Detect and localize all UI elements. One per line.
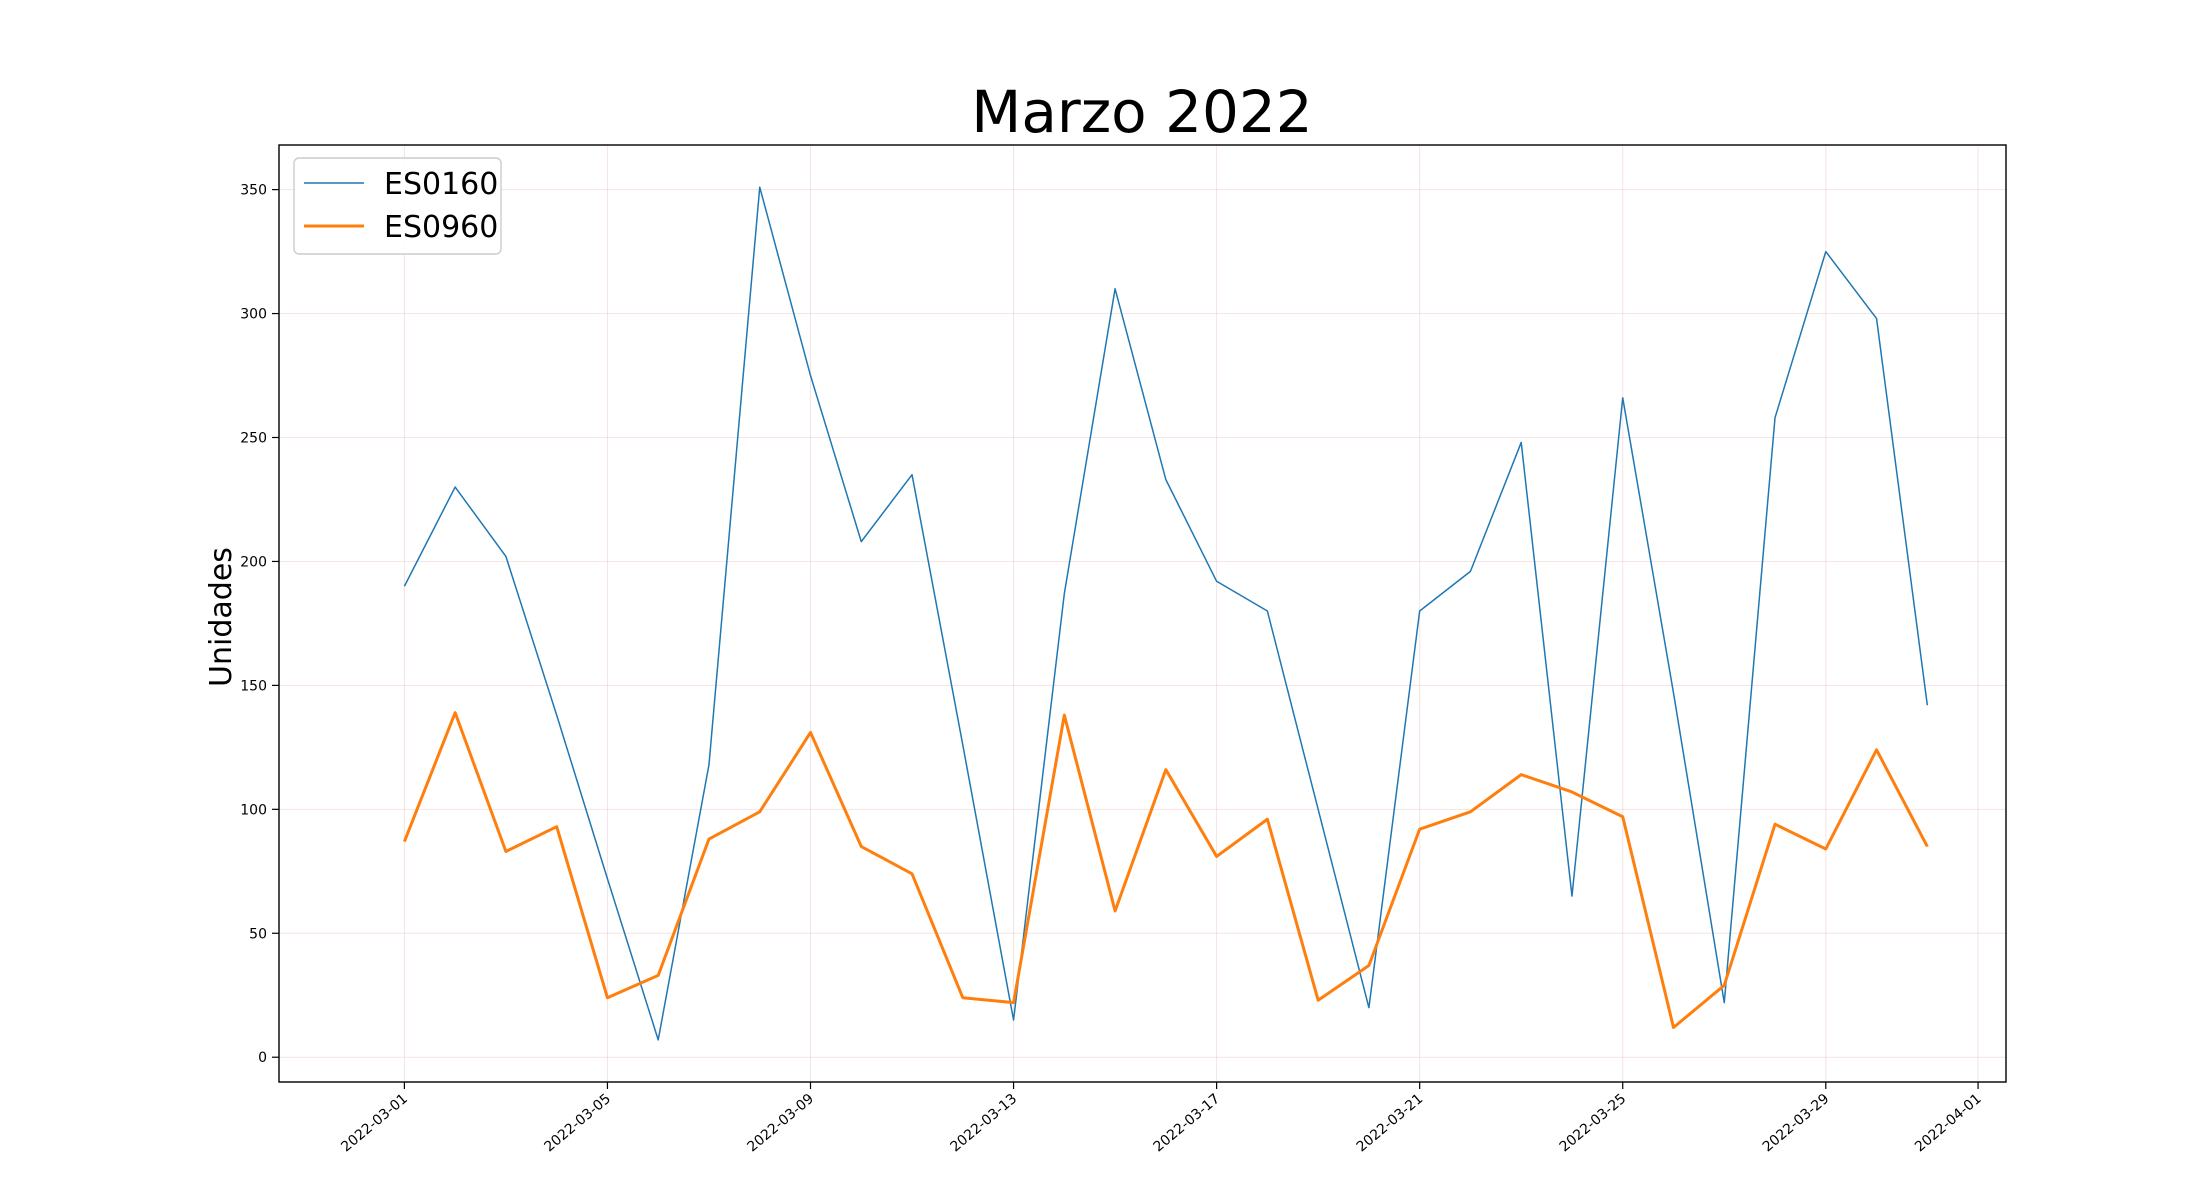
y-tick-label: 50 bbox=[249, 926, 267, 942]
y-tick-label: 150 bbox=[240, 678, 267, 694]
legend-box bbox=[293, 157, 502, 255]
y-tick-label: 250 bbox=[240, 431, 267, 447]
y-axis: 0 50 100 150 200 250 300 350 bbox=[240, 183, 279, 1066]
x-tick-label: 2022-04-01 bbox=[1912, 1091, 1985, 1156]
y-tick-label: 100 bbox=[240, 802, 267, 818]
y-axis-label: Unidades bbox=[204, 547, 239, 687]
chart-title: Marzo 2022 bbox=[971, 78, 1312, 146]
series-lines bbox=[402, 186, 1929, 1041]
plot-area-frame bbox=[278, 144, 2007, 1083]
legend-label-es0960: ES0960 bbox=[384, 210, 498, 245]
x-tick-label: 2022-03-21 bbox=[1354, 1091, 1427, 1156]
x-tick-label: 2022-03-17 bbox=[1151, 1091, 1224, 1156]
x-axis: 2022-03-01 2022-03-05 2022-03-09 2022-03-13… bbox=[338, 1082, 1985, 1156]
y-tick-label: 200 bbox=[240, 554, 267, 570]
x-tick-label: 2022-03-25 bbox=[1557, 1091, 1630, 1156]
legend-label-es0160: ES0160 bbox=[384, 167, 498, 202]
y-tick-label: 350 bbox=[240, 183, 267, 199]
series-line-es0160 bbox=[403, 186, 1929, 1041]
x-tick-label: 2022-03-05 bbox=[541, 1091, 614, 1156]
x-tick-label: 2022-03-01 bbox=[338, 1091, 411, 1156]
x-tick-label: 2022-03-29 bbox=[1760, 1091, 1833, 1156]
series-line-es0960 bbox=[402, 711, 1929, 1029]
grid bbox=[279, 145, 2006, 1082]
y-tick-label: 300 bbox=[240, 307, 267, 323]
x-tick-label: 2022-03-13 bbox=[948, 1091, 1021, 1156]
y-tick-label: 0 bbox=[258, 1050, 267, 1066]
x-tick-label: 2022-03-09 bbox=[744, 1091, 817, 1156]
legend: ES0160 ES0960 bbox=[293, 157, 502, 255]
